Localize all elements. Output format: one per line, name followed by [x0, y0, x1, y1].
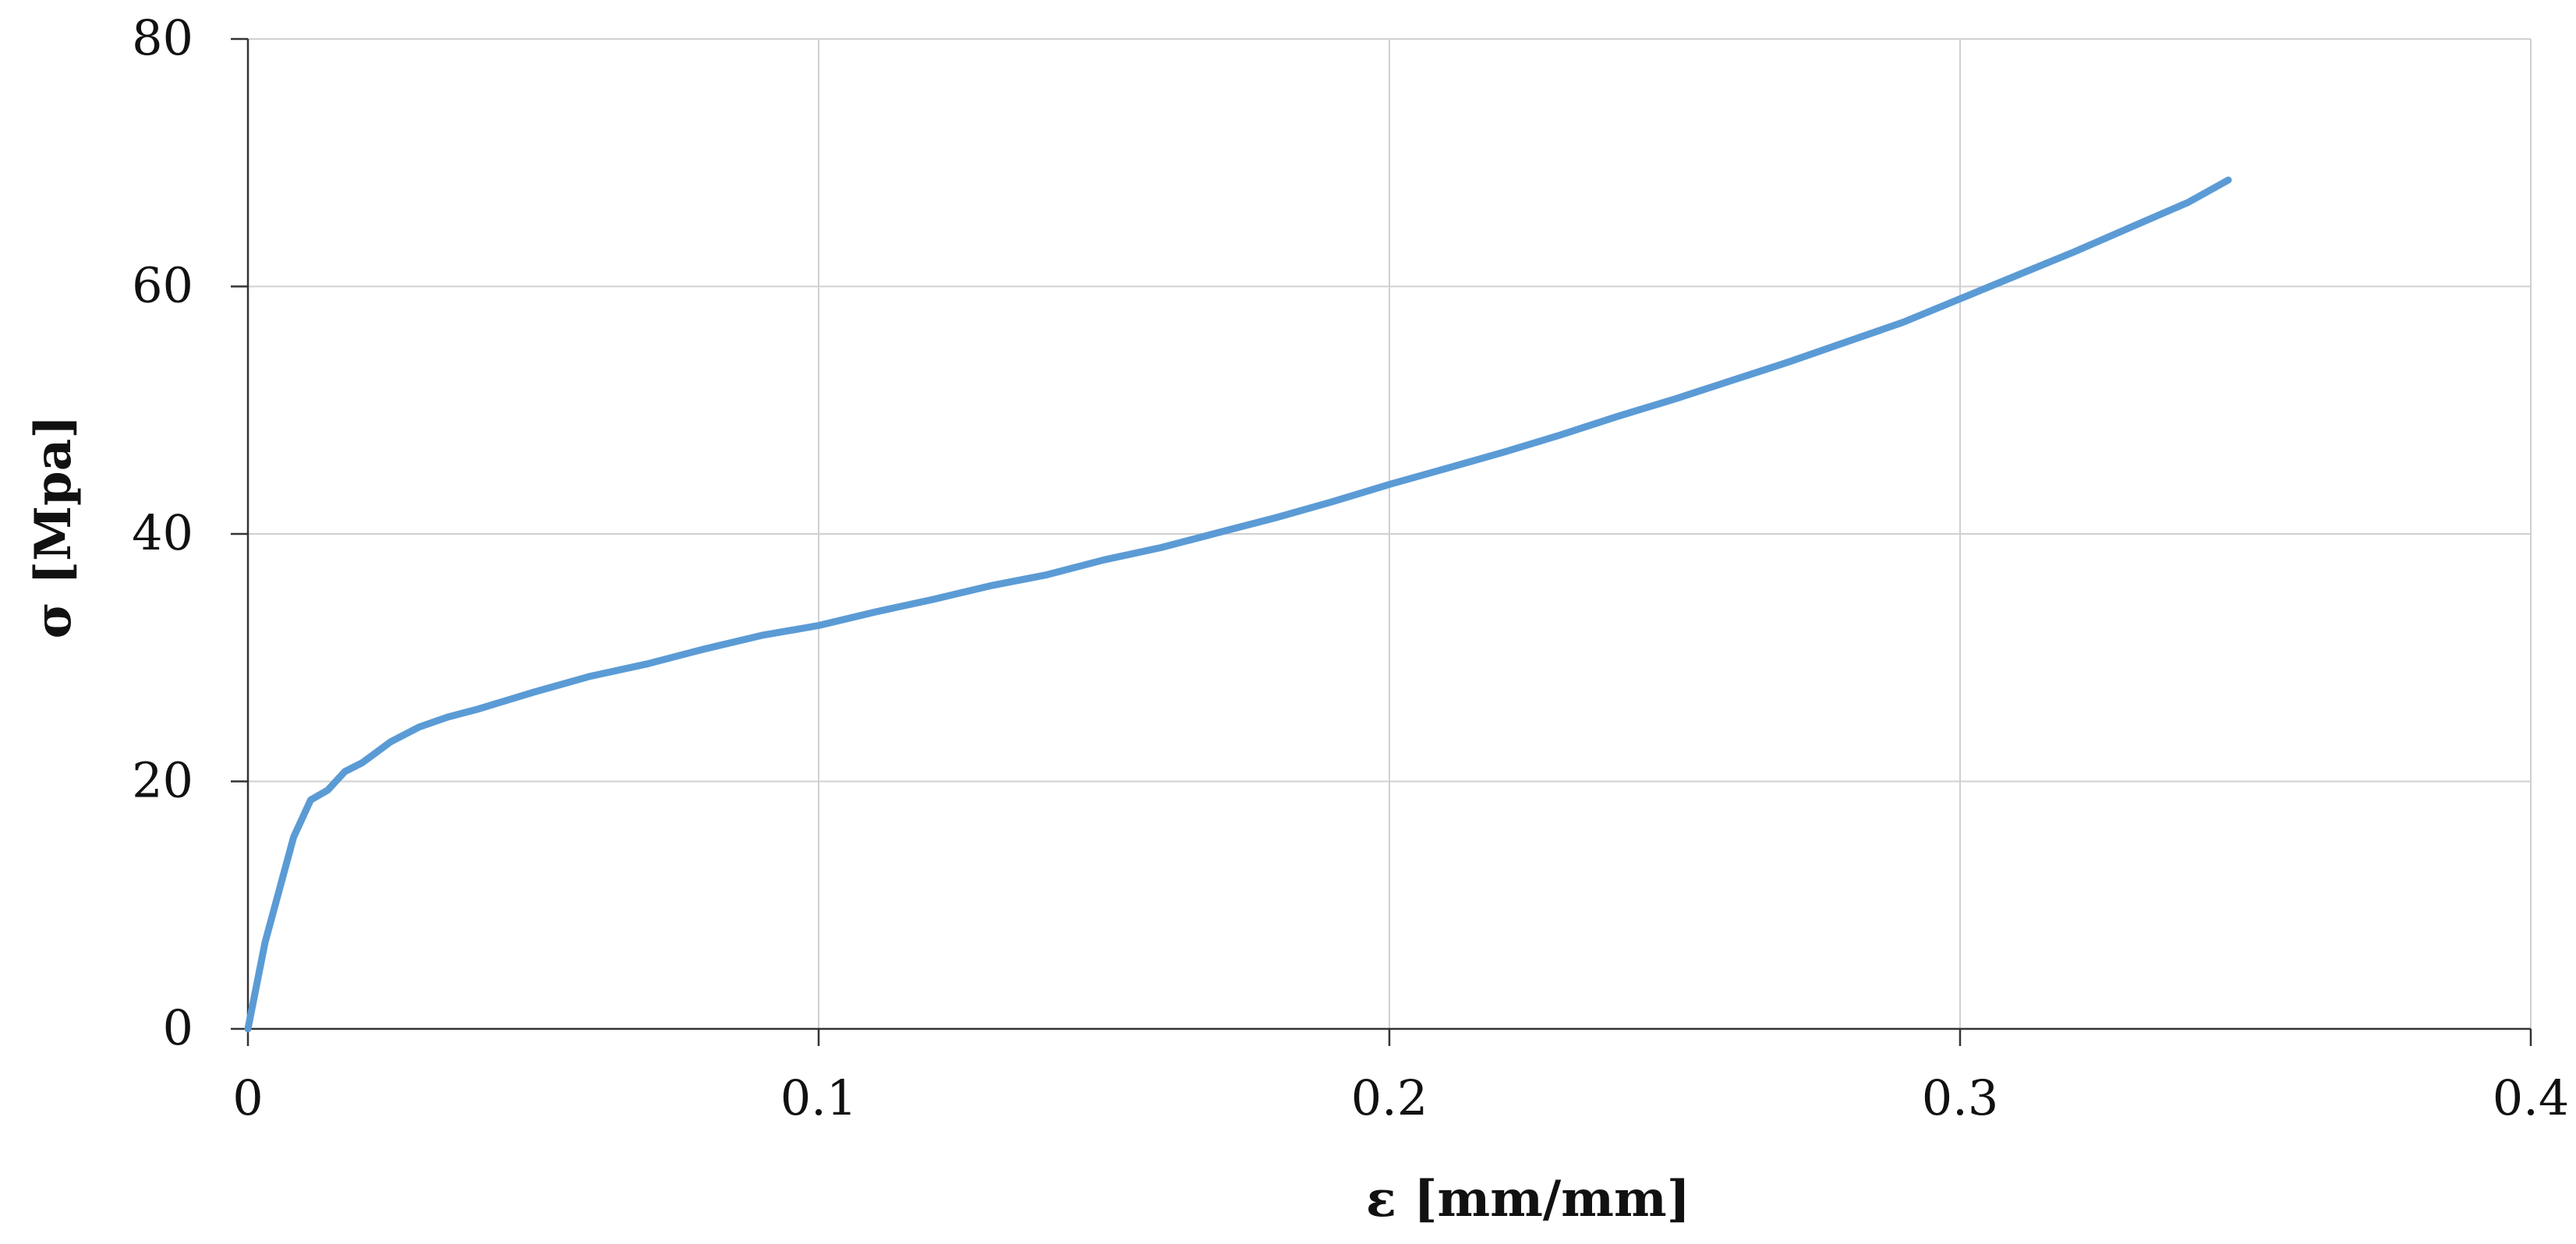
gridlines: [248, 38, 2532, 1029]
series-layer: [244, 176, 2232, 1033]
y-tick-label: 0: [163, 999, 193, 1056]
x-tick-label: 0: [232, 1069, 263, 1126]
axes: [231, 37, 2532, 1046]
x-tick-label: 0.4: [2493, 1069, 2570, 1126]
y-axis-label: σ [Mpa]: [24, 415, 83, 638]
y-tick-label: 20: [132, 752, 193, 809]
y-tick-label: 60: [132, 257, 193, 314]
series-line: [244, 176, 2232, 1033]
y-tick-label: 80: [132, 9, 193, 66]
x-axis-label: ε [mm/mm]: [1366, 1170, 1690, 1228]
x-tick-label: 0.3: [1922, 1069, 1999, 1126]
x-tick-label: 0.1: [780, 1069, 858, 1126]
y-tick-label: 40: [132, 504, 193, 561]
x-tick-label: 0.2: [1351, 1069, 1428, 1126]
tick-labels: 0 20 40 60 80 0 0.1 0.2 0.3 0.4: [132, 9, 2569, 1126]
